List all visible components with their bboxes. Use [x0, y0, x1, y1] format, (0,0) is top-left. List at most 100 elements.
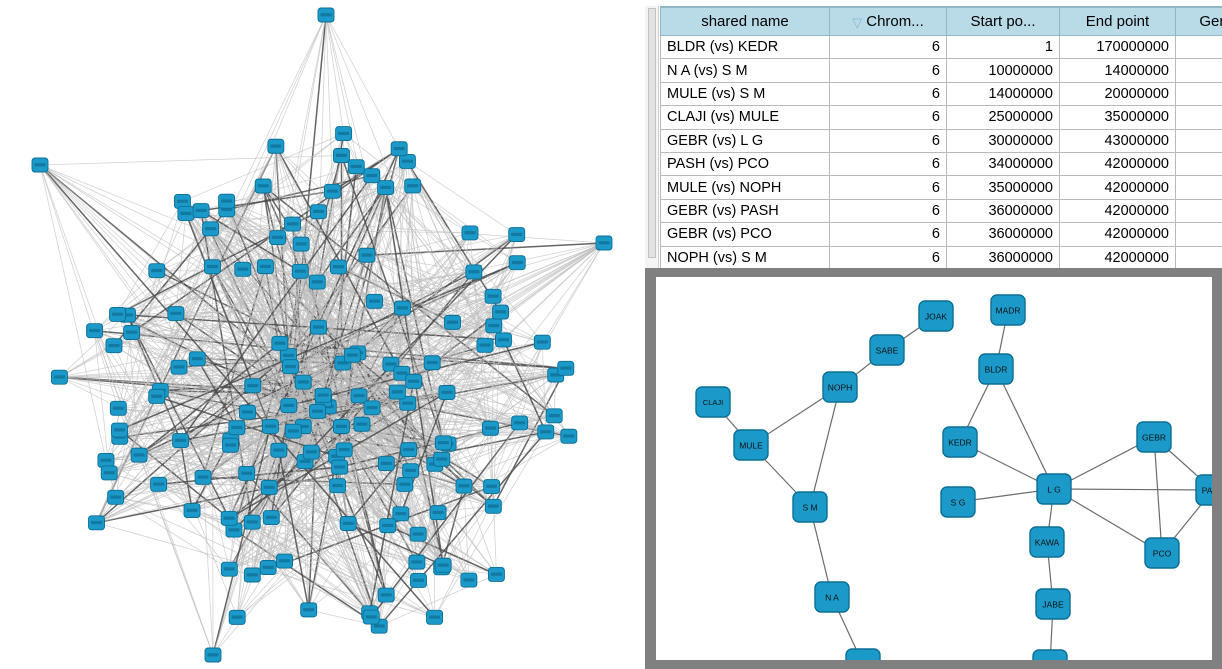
main-network-node[interactable] [292, 236, 310, 252]
table-cell-end_point[interactable]: 170000000 [1059, 34, 1176, 60]
main-network-node[interactable] [271, 335, 289, 351]
main-network-edge[interactable] [502, 339, 547, 433]
table-cell-end_point[interactable]: 42000000 [1059, 198, 1176, 224]
table-row[interactable]: BLDR (vs) KEDR61170000000192.0 [660, 34, 1222, 60]
main-network-edge[interactable] [179, 440, 193, 511]
main-network-node[interactable] [234, 261, 252, 277]
table-row[interactable]: NOPH (vs) S M636000000420000009.9 [660, 245, 1222, 270]
main-network-edge[interactable] [325, 14, 504, 341]
main-network-node[interactable] [358, 247, 376, 263]
main-network-edge[interactable] [317, 281, 543, 343]
subnetwork-node-shape[interactable] [814, 581, 850, 613]
main-network-edge[interactable] [131, 332, 193, 511]
main-network-node[interactable] [379, 518, 397, 534]
main-network-node[interactable] [423, 355, 441, 371]
table-cell-chromosome[interactable]: 6 [829, 34, 947, 60]
table-cell-start_point[interactable]: 25000000 [946, 105, 1060, 130]
main-network-edge[interactable] [156, 270, 291, 368]
main-network-edge[interactable] [39, 164, 158, 271]
main-network-edge[interactable] [398, 148, 403, 309]
main-network-edge[interactable] [342, 362, 569, 437]
main-network-edge[interactable] [434, 431, 547, 618]
main-network-edge[interactable] [368, 381, 415, 613]
main-network-edge[interactable] [156, 396, 555, 417]
main-network-edge[interactable] [343, 133, 448, 393]
main-network-edge[interactable] [370, 422, 521, 618]
table-cell-start_point[interactable]: 30000000 [946, 128, 1060, 153]
main-network-node[interactable] [335, 126, 353, 142]
main-network-edge[interactable] [210, 223, 293, 230]
main-network-node[interactable] [50, 369, 68, 385]
main-network-edge[interactable] [407, 161, 520, 424]
main-network-node[interactable] [167, 306, 185, 321]
main-network-node[interactable] [347, 159, 365, 175]
subnetwork-node-shape[interactable] [1144, 537, 1180, 569]
subnetwork-node-shape[interactable] [1036, 473, 1072, 505]
main-network-node[interactable] [204, 647, 222, 663]
main-network-edge[interactable] [94, 133, 344, 332]
main-network-node[interactable] [150, 476, 168, 492]
main-network-node[interactable] [366, 293, 384, 309]
main-network-node[interactable] [192, 203, 210, 219]
table-cell-genetic[interactable]: 8.4 [1175, 222, 1222, 247]
main-network-node[interactable] [270, 442, 288, 458]
main-network-edge[interactable] [407, 161, 443, 460]
main-network-edge[interactable] [210, 228, 474, 273]
subnetwork-node-shape[interactable] [733, 429, 769, 461]
main-network-edge[interactable] [270, 271, 475, 427]
main-network-edge[interactable] [378, 185, 414, 627]
main-network-node[interactable] [262, 510, 280, 525]
table-scrollbar-thumb[interactable] [648, 8, 656, 258]
main-network-edge[interactable] [96, 390, 161, 523]
main-network-node[interactable] [172, 433, 190, 448]
table-cell-end_point[interactable]: 42000000 [1059, 245, 1176, 270]
main-network-edge[interactable] [39, 164, 436, 618]
main-network-node[interactable] [398, 153, 416, 169]
main-network-node[interactable] [402, 463, 420, 479]
main-network-edge[interactable] [228, 175, 373, 519]
subnetwork-node[interactable]: CLAJI [695, 386, 731, 418]
table-cell-genetic[interactable]: 8.9 [1175, 198, 1222, 224]
main-network-edge[interactable] [94, 270, 158, 331]
main-network-edge[interactable] [347, 522, 444, 566]
main-network-node[interactable] [329, 259, 347, 275]
table-row[interactable]: MULE (vs) NOPH6350000004200000010.5 [660, 175, 1222, 200]
table-cell-chromosome[interactable]: 6 [829, 222, 947, 247]
main-network-edge[interactable] [275, 145, 555, 417]
main-network-node[interactable] [377, 587, 395, 603]
main-network-edge[interactable] [131, 148, 400, 334]
main-network-node[interactable] [256, 259, 274, 275]
main-network-edge[interactable] [156, 254, 368, 397]
main-network-node[interactable] [388, 384, 406, 400]
main-network-node[interactable] [109, 306, 127, 322]
subnetwork-node-shape[interactable] [822, 371, 858, 403]
main-network-node[interactable] [343, 347, 361, 363]
subnetwork-node-shape[interactable] [1136, 421, 1172, 453]
main-network-node[interactable] [595, 235, 613, 251]
main-network-edge[interactable] [541, 342, 547, 432]
main-network-edge[interactable] [252, 521, 435, 618]
main-network-edge[interactable] [347, 442, 444, 524]
main-network-node[interactable] [261, 418, 279, 434]
table-cell-genetic[interactable]: 16.9 [1175, 128, 1222, 153]
column-header-shared-name[interactable]: shared name [660, 6, 830, 36]
main-network-edge[interactable] [119, 14, 327, 438]
main-network-edge[interactable] [252, 385, 280, 451]
table-cell-end_point[interactable]: 20000000 [1059, 81, 1176, 107]
table-cell-end_point[interactable]: 14000000 [1059, 58, 1176, 83]
subnetwork-node[interactable]: NOPH [822, 371, 858, 403]
main-network-node[interactable] [269, 230, 287, 246]
main-network-edge[interactable] [290, 185, 413, 367]
main-network-edge[interactable] [288, 405, 470, 581]
main-network-edge[interactable] [402, 234, 517, 309]
main-network-node[interactable] [399, 395, 417, 411]
main-network-node[interactable] [291, 263, 309, 279]
main-network-node[interactable] [353, 416, 371, 432]
main-network-edge[interactable] [119, 436, 349, 524]
table-cell-start_point[interactable]: 36000000 [946, 198, 1060, 224]
main-network-edge[interactable] [407, 161, 517, 235]
table-row[interactable]: GEBR (vs) PCO636000000420000008.4 [660, 222, 1222, 247]
table-cell-end_point[interactable]: 42000000 [1059, 222, 1176, 247]
main-network-node[interactable] [243, 567, 261, 583]
subnetwork-node[interactable]: PASH [1195, 474, 1212, 506]
